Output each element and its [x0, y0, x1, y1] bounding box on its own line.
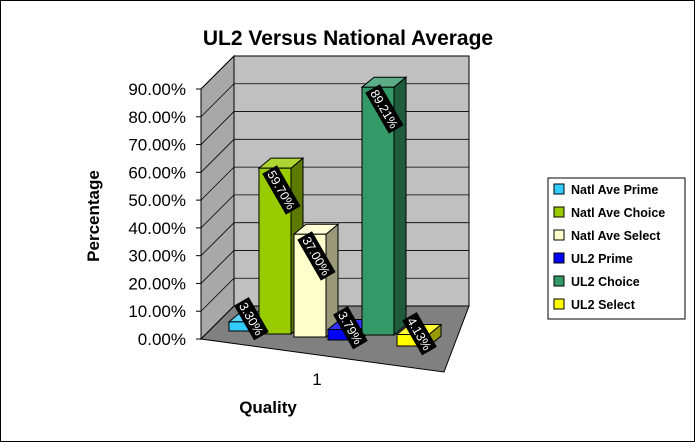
legend-swatch [553, 183, 565, 195]
data-label-box [297, 231, 336, 281]
y-tick-label: 10.00% [128, 302, 186, 321]
y-tick-label: 30.00% [128, 247, 186, 266]
legend-swatch [553, 229, 565, 241]
y-tick-label: 0.00% [138, 330, 186, 349]
legend-swatch [553, 206, 565, 218]
legend-entry: Natl Ave Choice [571, 206, 665, 220]
y-tick-label: 20.00% [128, 274, 186, 293]
legend-swatch [553, 275, 565, 287]
legend-swatch [553, 298, 565, 310]
legend-entry: UL2 Prime [571, 252, 633, 266]
legend-entry: UL2 Select [571, 298, 636, 312]
data-label-box [262, 165, 301, 215]
x-category-label: 1 [312, 370, 321, 389]
y-axis-label: Percentage [84, 170, 103, 262]
y-tick-label: 80.00% [128, 108, 186, 127]
side-wall [200, 54, 235, 341]
gridline [200, 55, 469, 90]
data-label-box [333, 306, 368, 350]
x-axis-label: Quality [239, 398, 297, 417]
data-label-box [234, 297, 269, 341]
y-tick-label: 60.00% [128, 163, 186, 182]
bar-ul2-choice [360, 76, 408, 337]
data-label-box [402, 312, 437, 356]
y-tick-label: 70.00% [128, 136, 186, 155]
legend-entry: UL2 Choice [571, 275, 640, 289]
legend-entry: Natl Ave Select [571, 229, 661, 243]
data-label-box [365, 84, 404, 134]
y-tick-label: 50.00% [128, 191, 186, 210]
legend-entry: Natl Ave Prime [571, 183, 658, 197]
legend-swatch [553, 252, 565, 264]
y-tick-label: 90.00% [128, 80, 186, 99]
y-tick-label: 40.00% [128, 219, 186, 238]
legend-box [547, 177, 686, 320]
chart-title: UL2 Versus National Average [203, 27, 493, 50]
